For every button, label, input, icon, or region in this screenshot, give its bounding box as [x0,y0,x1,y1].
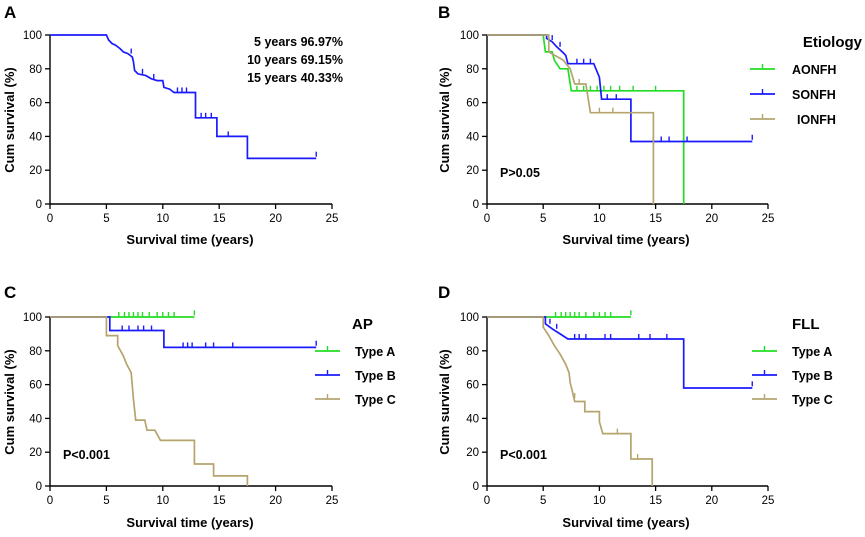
y-axis-label-d: Cum survival (%) [437,349,452,454]
legend-label-type-a-d: Type A [792,345,832,359]
x-tick-label: 15 [649,213,662,225]
legend-label-type-b-d: Type B [792,369,833,383]
panel-a: A 0 5 10 15 20 25 0 20 40 60 80 100 Survival time (… [2,3,343,247]
survival-curve-aonfh [487,34,685,204]
y-tick-label: 60 [29,98,42,110]
x-tick-label: 5 [540,495,546,507]
x-tick-label: 20 [269,213,282,225]
x-tick-label: 10 [593,213,606,225]
x-tick-label: 5 [540,213,546,225]
panel-b: B 0 5 10 15 20 25 0 20 40 60 80 100 Survival time (… [437,3,863,247]
y-tick-label: 0 [36,199,42,211]
plot-area-a: 0 5 10 15 20 25 0 20 40 60 80 100 [23,30,339,225]
plot-area-c: 0 5 10 15 20 25 0 20 40 60 80 100 [23,310,339,507]
legend-title-etiology: Etiology [803,34,863,51]
y-tick-label: 20 [466,447,479,459]
legend-label-type-a-c: Type A [355,345,395,359]
panel-d: D 0 5 10 15 20 25 0 20 40 60 80 100 Survival time (… [437,283,833,530]
x-tick-label: 25 [326,213,339,225]
survival-curve-ionfh [487,34,655,204]
annotation-15-years: 15 years 40.33% [247,71,343,85]
x-tick-label: 0 [47,213,53,225]
y-axis-label-a: Cum survival (%) [2,67,17,172]
legend-c: Type A Type B Type C [315,345,396,407]
y-tick-label: 100 [23,312,42,324]
p-value-b: P>0.05 [500,166,540,180]
legend-label-sonfh: SONFH [792,88,836,102]
y-tick-label: 40 [29,131,42,143]
y-tick-label: 0 [36,481,42,493]
annotation-10-years: 10 years 69.15% [247,53,343,67]
x-tick-label: 15 [649,495,662,507]
legend-label-ionfh: IONFH [797,113,836,127]
y-tick-label: 20 [466,165,479,177]
panel-letter-a: A [4,3,16,22]
x-axis-label-b: Survival time (years) [562,232,689,247]
survival-curve-overall [50,34,317,160]
legend-label-type-c-d: Type C [792,393,833,407]
x-tick-label: 0 [484,213,490,225]
x-tick-label: 0 [484,495,490,507]
x-tick-label: 20 [269,495,282,507]
legend-label-type-c-c: Type C [355,393,396,407]
plot-area-b: 0 5 10 15 20 25 0 20 40 60 80 100 [460,30,775,225]
y-tick-label: 80 [466,64,479,76]
y-tick-label: 20 [29,165,42,177]
legend-title-ap: AP [352,316,373,333]
legend-label-type-b-c: Type B [355,369,396,383]
x-tick-label: 25 [762,495,775,507]
y-tick-label: 40 [466,131,479,143]
y-tick-label: 100 [23,30,42,42]
x-tick-label: 5 [103,495,109,507]
y-tick-label: 60 [29,380,42,392]
x-axis-label-a: Survival time (years) [126,232,253,247]
y-tick-label: 40 [466,413,479,425]
x-tick-label: 15 [213,495,226,507]
x-tick-label: 25 [762,213,775,225]
x-tick-label: 10 [156,213,169,225]
y-tick-label: 100 [460,30,479,42]
survival-curve-sonfh [487,34,753,143]
x-tick-label: 25 [326,495,339,507]
x-tick-label: 10 [593,495,606,507]
survival-curve-type-c [487,316,654,486]
panel-letter-c: C [4,283,16,302]
y-tick-label: 80 [466,346,479,358]
survival-curve-type-b [487,316,753,389]
y-tick-label: 60 [466,98,479,110]
y-axis-label-c: Cum survival (%) [2,349,17,454]
x-tick-label: 10 [156,495,169,507]
annotation-5-years: 5 years 96.97% [254,35,343,49]
y-axis-label-b: Cum survival (%) [437,67,452,172]
p-value-c: P<0.001 [63,448,110,462]
legend-d: Type A Type B Type C [752,345,833,407]
y-tick-label: 40 [29,413,42,425]
x-tick-label: 20 [705,213,718,225]
survival-curve-type-c [50,316,249,486]
y-tick-label: 20 [29,447,42,459]
x-axis-label-d: Survival time (years) [562,515,689,530]
y-tick-label: 0 [473,199,479,211]
y-tick-label: 80 [29,64,42,76]
y-tick-label: 80 [29,346,42,358]
y-tick-label: 100 [460,312,479,324]
x-axis-label-c: Survival time (years) [126,515,253,530]
y-tick-label: 0 [473,481,479,493]
legend-label-aonfh: AONFH [792,63,836,77]
p-value-d: P<0.001 [500,448,547,462]
legend-title-fll: FLL [792,316,820,333]
y-tick-label: 60 [466,380,479,392]
x-tick-label: 5 [103,213,109,225]
legend-b: AONFH SONFH IONFH [750,63,836,127]
plot-area-d: 0 5 10 15 20 25 0 20 40 60 80 100 [460,310,775,507]
panel-c: C 0 5 10 15 20 25 0 20 40 60 80 100 Survival time (… [2,283,396,530]
x-tick-label: 15 [213,213,226,225]
x-tick-label: 20 [705,495,718,507]
panel-letter-d: D [438,283,450,302]
panel-letter-b: B [438,3,450,22]
x-tick-label: 0 [47,495,53,507]
